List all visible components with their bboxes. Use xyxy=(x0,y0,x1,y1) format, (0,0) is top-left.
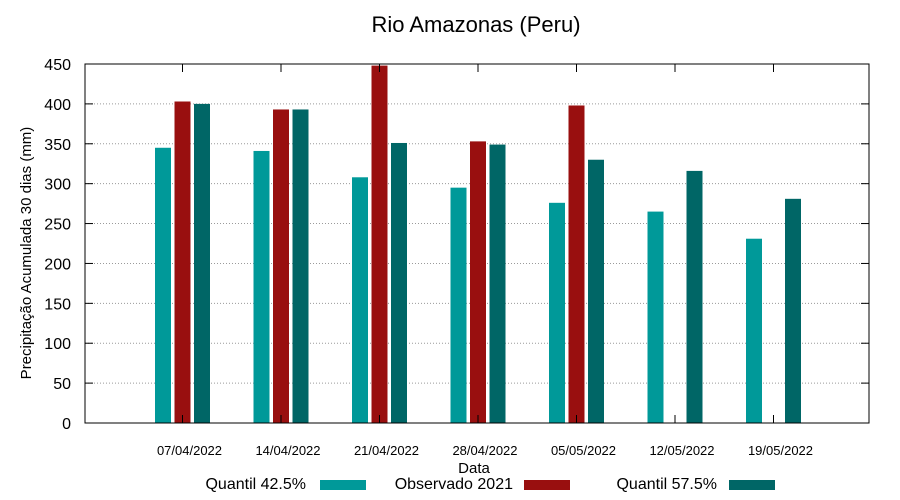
y-tick-label: 300 xyxy=(44,177,71,194)
bar-observado-2021 xyxy=(470,141,486,423)
bar-quantil-42-5- xyxy=(549,202,565,423)
x-tick-label: 19/05/2022 xyxy=(748,443,813,458)
bar-quantil-42-5- xyxy=(450,187,467,423)
legend-swatch xyxy=(729,480,775,490)
bar-quantil-57-5- xyxy=(194,103,210,423)
plot-frame xyxy=(84,63,870,424)
y-tick-label: 350 xyxy=(44,137,71,154)
y-tick-label: 250 xyxy=(44,217,71,234)
chart-title: Rio Amazonas (Peru) xyxy=(371,12,580,37)
legend: Quantil 42.5% Observado 2021 Quantil 57.5% xyxy=(205,476,775,493)
y-tick-label: 450 xyxy=(44,57,71,74)
bar-quantil-57-5- xyxy=(391,142,407,424)
legend-swatch xyxy=(524,480,570,490)
bar-quantil-57-5- xyxy=(588,159,604,423)
bars xyxy=(155,65,801,424)
bar-quantil-57-5- xyxy=(785,198,801,423)
bar-quantil-42-5- xyxy=(647,211,664,423)
x-tick-label: 12/05/2022 xyxy=(649,443,714,458)
bar-quantil-42-5- xyxy=(746,238,762,423)
x-tick-label: 05/05/2022 xyxy=(551,443,616,458)
legend-swatch xyxy=(320,480,366,490)
legend-label: Quantil 57.5% xyxy=(616,476,717,493)
bar-quantil-57-5- xyxy=(489,144,506,423)
y-tick-label: 200 xyxy=(44,256,71,273)
bar-quantil-42-5- xyxy=(352,177,368,423)
x-axis-label: Data xyxy=(458,460,490,477)
y-tick-label: 50 xyxy=(53,376,71,393)
y-tick-label: 0 xyxy=(62,416,71,433)
y-axis-label: Precipitação Acumulada 30 dias (mm) xyxy=(18,127,35,380)
bar-quantil-57-5- xyxy=(686,170,703,423)
x-axis-ticks: 07/04/2022 14/04/2022 21/04/2022 28/04/2022… xyxy=(157,64,813,458)
legend-label: Quantil 42.5% xyxy=(205,476,306,493)
x-tick-label: 14/04/2022 xyxy=(255,443,320,458)
bar-quantil-42-5- xyxy=(253,150,270,424)
bar-observado-2021 xyxy=(174,101,191,424)
bar-quantil-57-5- xyxy=(292,109,309,424)
y-tick-label: 150 xyxy=(44,296,71,313)
y-axis-ticks: 0 50 100 150 200 250 300 350 400 450 xyxy=(44,57,869,433)
bar-observado-2021 xyxy=(371,65,388,424)
x-tick-label: 07/04/2022 xyxy=(157,443,222,458)
y-tick-label: 400 xyxy=(44,97,71,114)
x-tick-label: 28/04/2022 xyxy=(452,443,517,458)
bar-quantil-42-5- xyxy=(155,147,171,423)
y-tick-label: 100 xyxy=(44,336,71,353)
bar-observado-2021 xyxy=(568,105,585,424)
legend-label: Observado 2021 xyxy=(395,476,513,493)
bar-observado-2021 xyxy=(273,109,289,424)
x-tick-label: 21/04/2022 xyxy=(354,443,419,458)
